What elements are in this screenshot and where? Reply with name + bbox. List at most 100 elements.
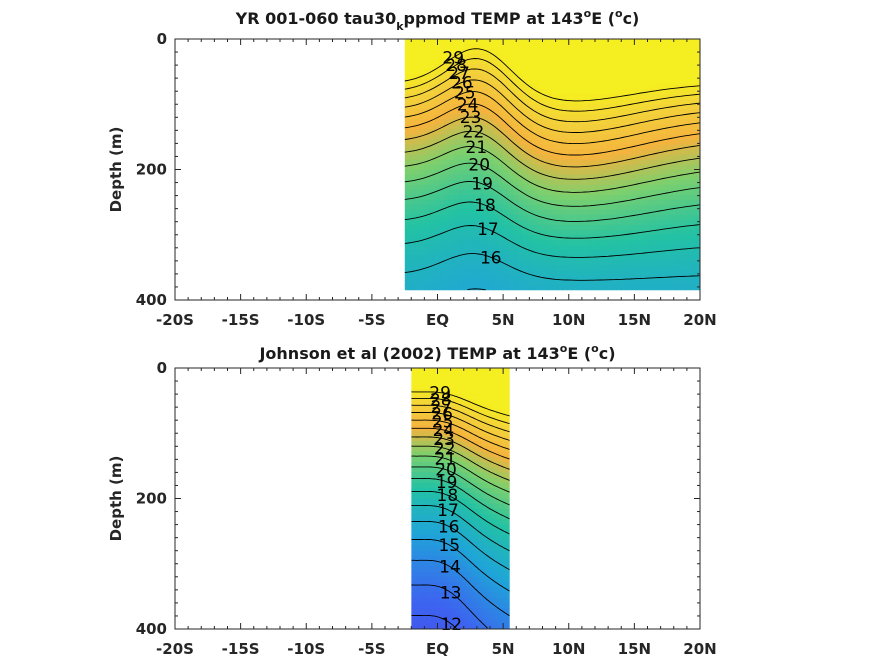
field-cell	[557, 74, 563, 80]
field-cell	[517, 270, 524, 276]
field-cell	[695, 214, 700, 221]
field-cell	[411, 597, 414, 604]
field-cell	[426, 519, 429, 526]
field-cell	[596, 119, 603, 126]
field-cell	[465, 368, 468, 374]
field-cell	[645, 189, 652, 196]
field-cell	[685, 239, 691, 246]
field-cell	[444, 179, 450, 186]
field-cell	[591, 64, 598, 70]
field-cell	[665, 54, 672, 60]
field-cell	[404, 169, 411, 176]
field-cell	[463, 550, 466, 557]
field-cell	[473, 79, 480, 85]
field-cell	[636, 129, 642, 136]
field-cell	[416, 613, 419, 620]
field-cell	[616, 204, 622, 211]
field-cell	[660, 169, 667, 176]
field-cell	[690, 69, 696, 75]
field-cell	[434, 84, 440, 90]
field-cell	[427, 488, 430, 494]
field-cell	[655, 280, 662, 286]
field-cell	[636, 199, 642, 206]
field-cell	[453, 94, 460, 100]
field-cell	[567, 199, 573, 206]
field-cell	[640, 189, 647, 196]
field-cell	[427, 498, 430, 505]
field-cell	[463, 159, 470, 166]
field-cell	[498, 204, 504, 211]
field-cell	[439, 623, 442, 629]
field-cell	[537, 174, 544, 181]
field-cell	[409, 255, 416, 261]
field-cell	[460, 576, 463, 583]
field-cell	[581, 49, 588, 55]
field-cell	[453, 119, 460, 126]
field-cell	[432, 524, 435, 531]
field-cell	[572, 214, 578, 221]
field-cell	[591, 204, 598, 211]
field-cell	[675, 219, 681, 226]
field-cell	[517, 69, 524, 75]
field-cell	[422, 482, 425, 489]
field-cell	[448, 566, 452, 573]
field-cell	[448, 514, 452, 520]
field-cell	[422, 555, 425, 562]
field-cell	[532, 69, 539, 75]
field-cell	[478, 174, 485, 181]
field-cell	[645, 49, 652, 55]
field-cell	[468, 124, 475, 131]
field-cell	[586, 79, 593, 85]
field-cell	[424, 451, 427, 458]
field-cell	[601, 199, 608, 206]
field-cell	[439, 244, 445, 251]
field-cell	[432, 498, 435, 505]
field-cell	[562, 285, 568, 291]
field-cell	[432, 435, 435, 442]
field-cell	[460, 472, 463, 479]
field-cell	[527, 69, 534, 75]
field-cell	[532, 184, 539, 191]
field-cell	[586, 250, 593, 256]
field-cell	[498, 189, 504, 196]
field-cell	[468, 270, 475, 276]
field-cell	[581, 250, 588, 256]
field-cell	[655, 119, 662, 126]
field-cell	[473, 84, 480, 90]
field-cell	[695, 229, 700, 236]
field-cell	[452, 378, 455, 385]
field-cell	[435, 571, 439, 578]
field-cell	[665, 159, 672, 166]
field-cell	[434, 184, 440, 191]
field-cell	[429, 154, 435, 161]
field-cell	[488, 234, 494, 241]
field-cell	[645, 124, 652, 131]
field-cell	[675, 154, 681, 161]
field-cell	[439, 89, 445, 95]
field-cell	[467, 368, 470, 374]
field-cell	[468, 174, 475, 181]
field-cell	[450, 550, 453, 557]
field-cell	[434, 260, 440, 266]
field-cell	[439, 275, 445, 281]
field-cell	[512, 109, 519, 115]
field-cell	[444, 224, 450, 231]
field-cell	[455, 535, 458, 541]
field-cell	[465, 597, 468, 604]
field-cell	[419, 199, 425, 206]
field-cell	[442, 441, 445, 447]
field-cell	[439, 508, 442, 515]
field-cell	[503, 184, 509, 191]
field-cell	[419, 244, 425, 251]
field-cell	[567, 44, 573, 50]
field-cell	[478, 285, 485, 291]
field-cell	[581, 99, 588, 105]
field-cell	[537, 84, 544, 90]
field-cell	[640, 144, 647, 151]
field-cell	[586, 149, 593, 156]
field-cell	[611, 154, 617, 161]
field-cell	[498, 39, 504, 45]
field-cell	[417, 498, 421, 505]
field-cell	[611, 234, 617, 241]
field-cell	[547, 134, 553, 141]
